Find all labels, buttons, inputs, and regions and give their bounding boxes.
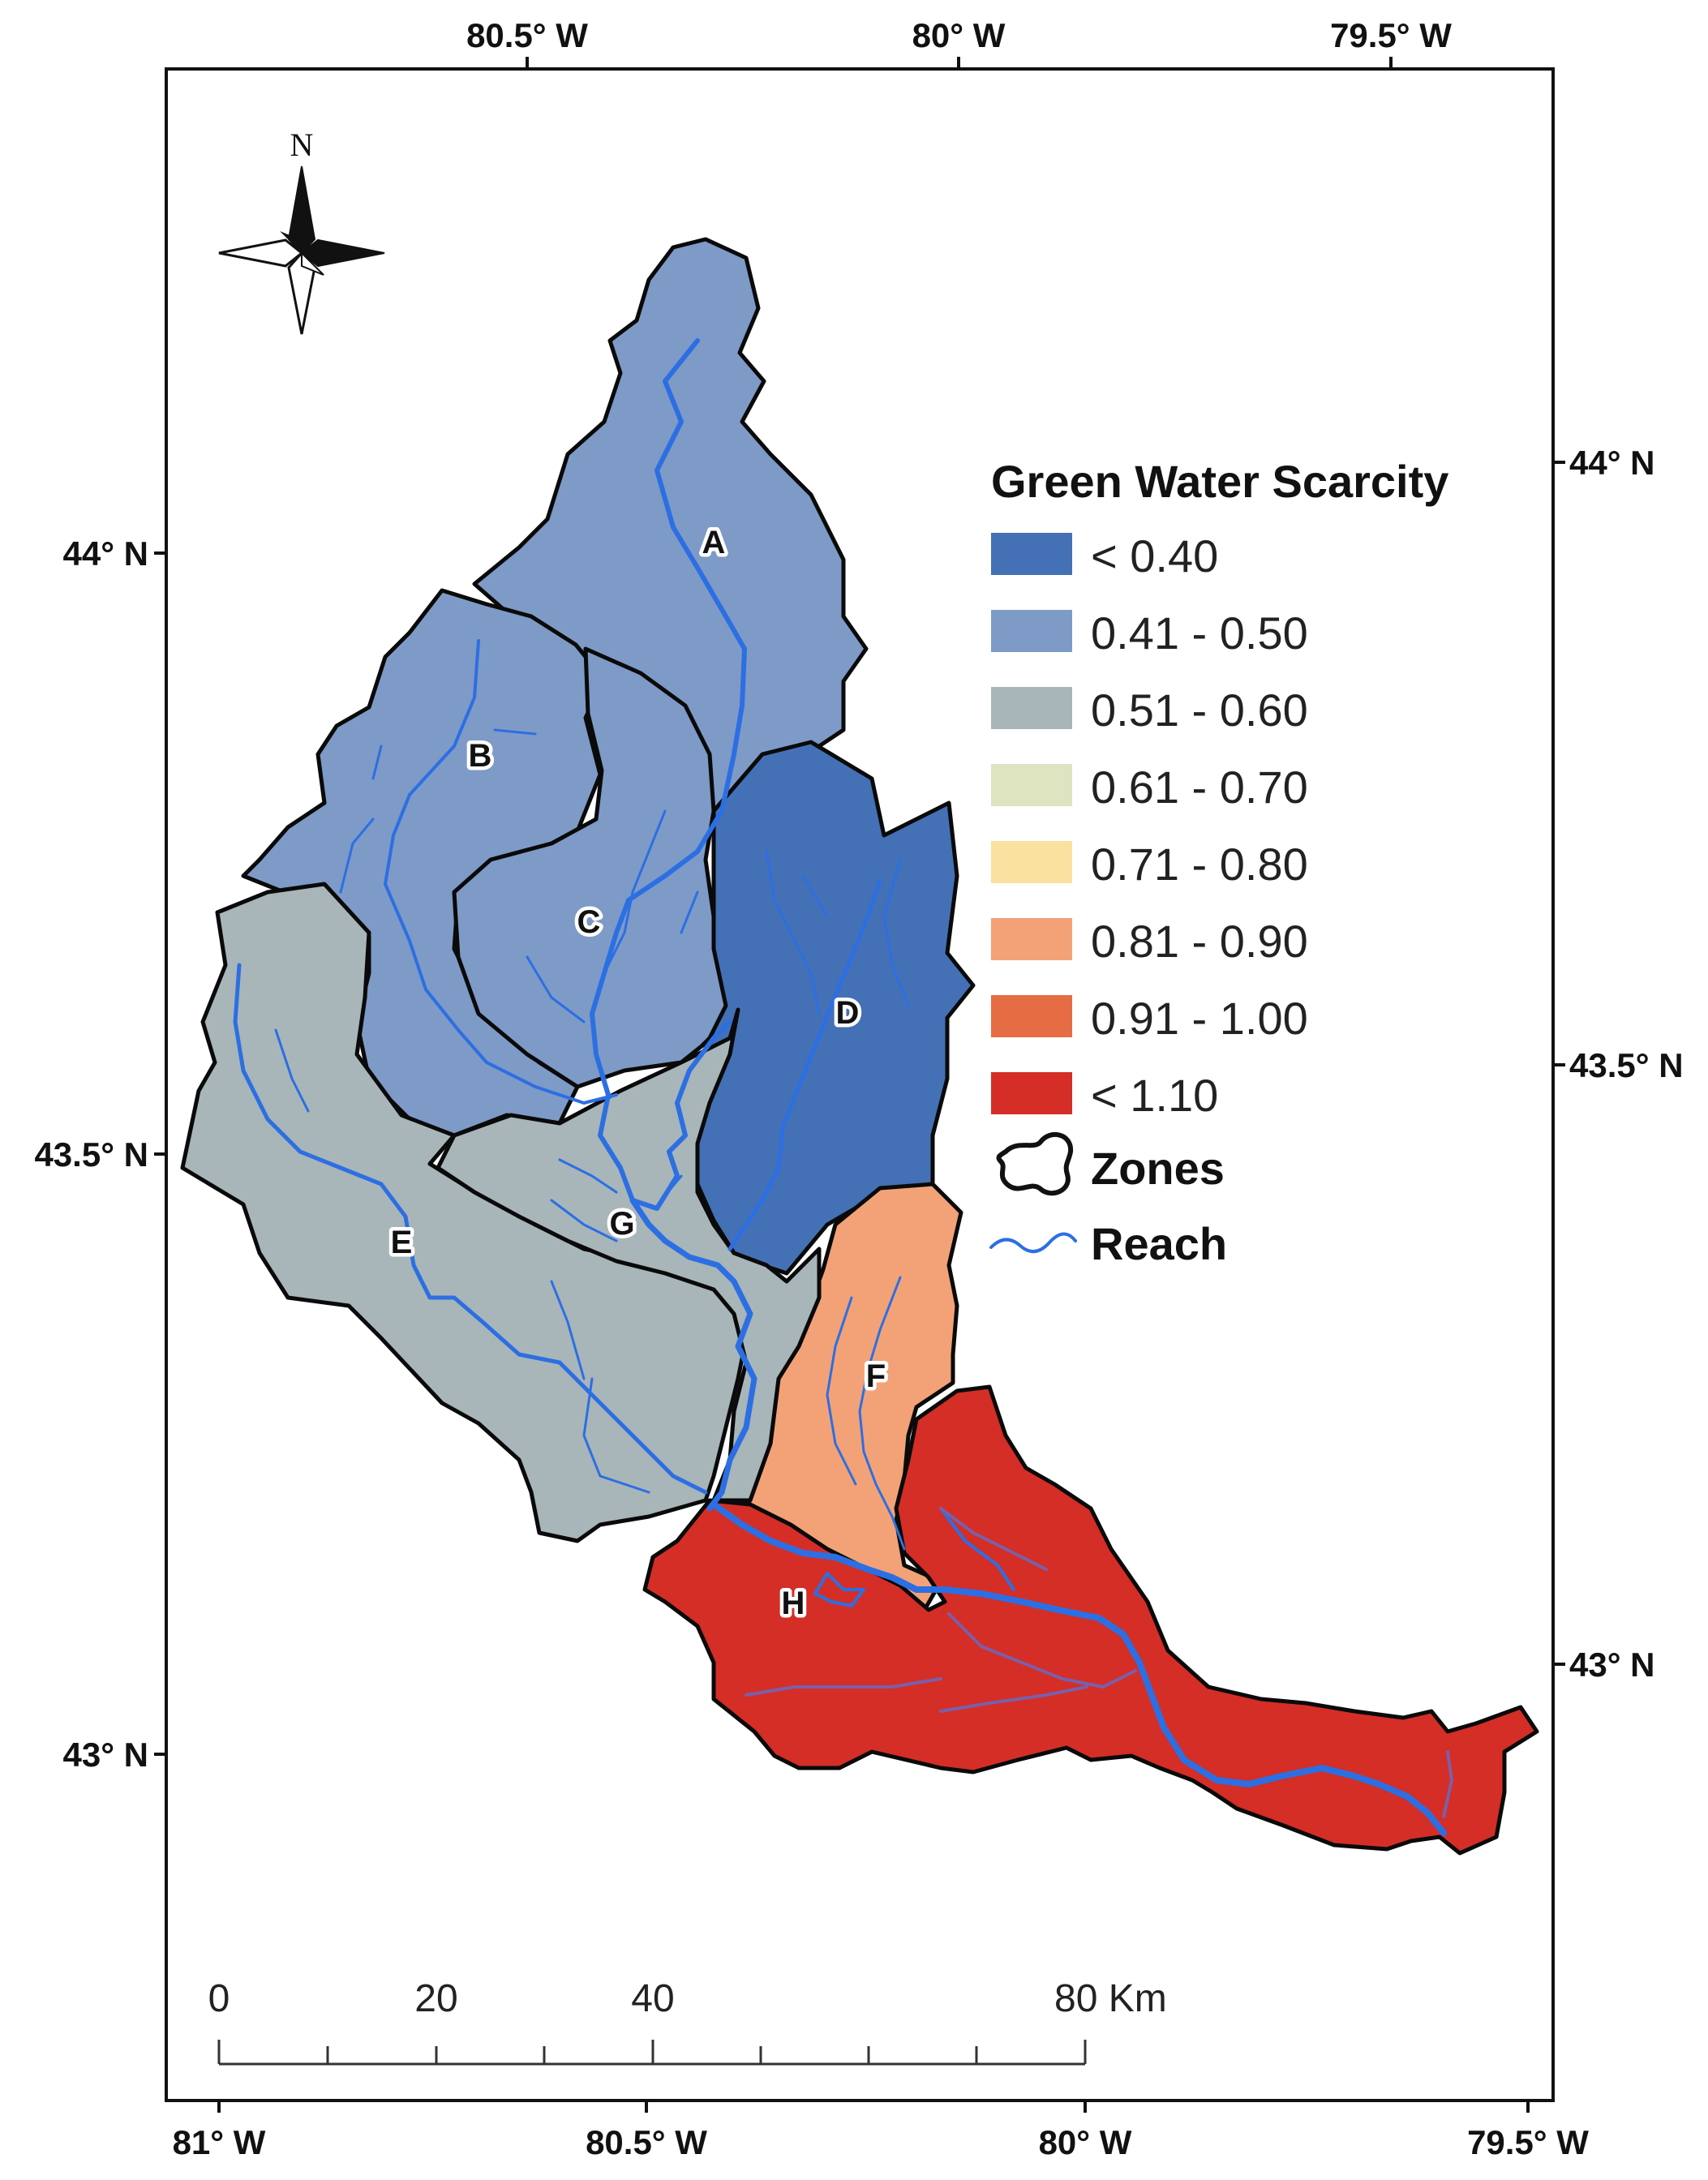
zone-c bbox=[452, 646, 740, 1089]
legend-swatch bbox=[991, 995, 1072, 1037]
zones-layer bbox=[180, 237, 1539, 1856]
left-lat-label: 44° N bbox=[62, 534, 148, 573]
legend-class-label: 0.71 - 0.80 bbox=[1091, 839, 1308, 890]
zone-e bbox=[180, 882, 749, 1543]
legend-class-label: 0.81 - 0.90 bbox=[1091, 916, 1308, 967]
zone-h bbox=[642, 1384, 1539, 1856]
legend-class-label: 0.91 - 1.00 bbox=[1091, 993, 1308, 1044]
top-lon-label: 79.5° W bbox=[1330, 16, 1452, 54]
zones-legend-icon bbox=[996, 1132, 1074, 1196]
north-arrow-icon: N bbox=[218, 127, 385, 335]
zone-label-g: G bbox=[609, 1206, 634, 1242]
scale-label: 80 Km bbox=[1054, 1977, 1167, 2020]
zone-g bbox=[436, 1007, 822, 1503]
bottom-lon-label: 80.5° W bbox=[586, 2123, 707, 2161]
scale-label: 0 bbox=[208, 1977, 230, 2020]
reach-legend-icon bbox=[989, 1232, 1077, 1253]
reach-d bbox=[727, 878, 882, 1251]
reach-f bbox=[826, 1276, 906, 1551]
reach-h-main bbox=[710, 1501, 1447, 1836]
zone-label-f: F bbox=[866, 1358, 886, 1394]
reach-g bbox=[550, 1158, 683, 1242]
reach-main bbox=[590, 338, 747, 1211]
reach-main-lower bbox=[629, 1197, 757, 1512]
scale-label: 20 bbox=[414, 1977, 457, 2020]
graticule-ticks bbox=[154, 57, 1565, 2113]
bottom-lon-label: 79.5° W bbox=[1467, 2123, 1589, 2161]
reach-legend-label: Reach bbox=[1091, 1218, 1227, 1269]
zone-label-d: D bbox=[836, 995, 860, 1031]
right-lat-label: 43.5° N bbox=[1569, 1046, 1684, 1084]
zone-labels: A B C D E F G H bbox=[387, 521, 890, 1625]
zone-label-c: C bbox=[577, 904, 601, 940]
bottom-lon-label: 80° W bbox=[1039, 2123, 1132, 2161]
legend-class-label: 0.61 - 0.70 bbox=[1091, 762, 1308, 813]
legend-title: Green Water Scarcity bbox=[991, 456, 1448, 507]
legend-swatch bbox=[991, 841, 1072, 883]
north-label: N bbox=[290, 127, 314, 163]
reach-h-purple bbox=[745, 1507, 1453, 1818]
reach-e-trib bbox=[274, 1028, 650, 1494]
legend-swatch bbox=[991, 533, 1072, 575]
right-lat-label: 43° N bbox=[1569, 1646, 1655, 1684]
reach-h-trib bbox=[813, 1507, 1015, 1607]
scale-label: 40 bbox=[631, 1977, 674, 2020]
reach-b bbox=[384, 639, 618, 1105]
top-lon-label: 80° W bbox=[912, 16, 1006, 54]
top-lon-label: 80.5° W bbox=[466, 16, 588, 54]
zones-legend-label: Zones bbox=[1091, 1143, 1225, 1194]
legend-class-label: 0.51 - 0.60 bbox=[1091, 684, 1308, 736]
legend-swatch bbox=[991, 687, 1072, 729]
reach-e bbox=[233, 963, 708, 1495]
legend: Green Water Scarcity < 0.40 0.41 - 0.50 … bbox=[989, 456, 1448, 1269]
scale-bar: 0 20 40 80 Km bbox=[208, 1977, 1167, 2066]
legend-class-label: < 0.40 bbox=[1091, 530, 1218, 581]
legend-swatch bbox=[991, 610, 1072, 652]
legend-swatch bbox=[991, 1072, 1072, 1114]
legend-swatch bbox=[991, 918, 1072, 960]
graticule-labels: 80.5° W 80° W 79.5° W 81° W 80.5° W 80° … bbox=[34, 16, 1683, 2161]
reach-layer bbox=[233, 338, 1453, 1836]
bottom-lon-label: 81° W bbox=[173, 2123, 266, 2161]
zone-label-h: H bbox=[782, 1586, 805, 1621]
legend-swatch bbox=[991, 764, 1072, 806]
legend-class-label: < 1.10 bbox=[1091, 1070, 1218, 1121]
zone-label-e: E bbox=[391, 1225, 413, 1260]
zone-label-a: A bbox=[702, 525, 726, 560]
left-lat-label: 43.5° N bbox=[34, 1135, 148, 1174]
reach-d-trib bbox=[765, 850, 910, 1015]
reach-b-trib bbox=[339, 728, 537, 894]
legend-class-label: 0.41 - 0.50 bbox=[1091, 607, 1308, 659]
reach-c bbox=[526, 809, 699, 1023]
right-lat-label: 44° N bbox=[1569, 444, 1655, 482]
zone-label-b: B bbox=[469, 738, 492, 774]
left-lat-label: 43° N bbox=[62, 1736, 148, 1774]
